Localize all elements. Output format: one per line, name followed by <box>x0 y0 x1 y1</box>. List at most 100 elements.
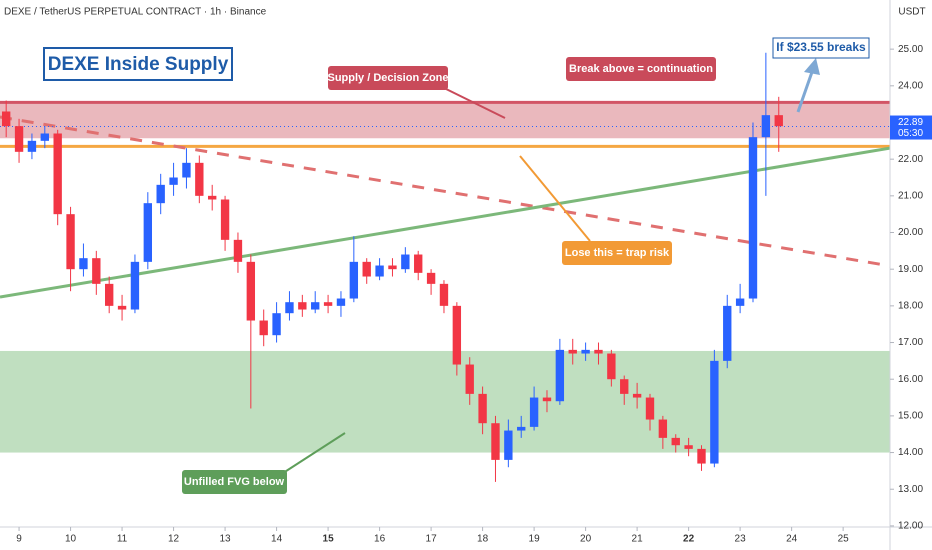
candle-body <box>169 177 178 185</box>
y-tick-label: 13.00 <box>898 484 923 495</box>
candle-body <box>529 397 539 427</box>
candle-body <box>195 162 204 196</box>
candle-body <box>542 397 552 402</box>
candle-body <box>298 302 307 310</box>
candle-body <box>272 313 281 336</box>
arrow <box>279 432 346 476</box>
zone <box>0 101 890 139</box>
candle-body <box>156 184 165 204</box>
candle-body <box>774 115 783 127</box>
candle-body <box>401 254 410 270</box>
candle-body <box>92 258 101 284</box>
candle-body <box>761 115 771 138</box>
currency-label: USDT <box>898 7 925 18</box>
x-tick-label: 11 <box>117 534 128 545</box>
annotation-box <box>328 66 448 90</box>
candle-body <box>208 195 217 200</box>
candle-body <box>414 254 423 273</box>
title-box <box>43 47 233 81</box>
zone <box>0 350 890 453</box>
y-tick-label: 16.00 <box>898 374 923 385</box>
x-tick-label: 12 <box>168 534 180 545</box>
price-label: 22.89 <box>898 117 923 128</box>
candle-body <box>465 364 474 394</box>
y-tick-label: 14.00 <box>898 447 923 458</box>
y-tick-label: 17.00 <box>898 337 923 348</box>
candle-body <box>349 261 359 299</box>
candle-body <box>607 353 616 380</box>
candle-body <box>323 302 333 306</box>
candle-body <box>143 203 153 262</box>
candle-body <box>478 393 487 424</box>
annotation: Break above = continuation <box>569 63 713 75</box>
candle-body <box>233 239 243 262</box>
candle-body <box>79 258 88 270</box>
x-tick-label: 13 <box>220 534 232 545</box>
candle-body <box>452 305 462 365</box>
y-tick-label: 12.00 <box>898 521 923 532</box>
x-tick-label: 18 <box>477 534 489 545</box>
y-tick-label: 24.00 <box>898 80 923 91</box>
candle-body <box>710 360 719 464</box>
x-tick-label: 9 <box>16 534 22 545</box>
x-tick-label: 10 <box>65 534 77 545</box>
y-tick-label: 19.00 <box>898 264 923 275</box>
annotation: Supply / Decision Zone <box>327 72 448 84</box>
countdown-label: 05:30 <box>898 128 923 139</box>
trendline <box>0 115 891 268</box>
x-tick-label: 14 <box>271 534 283 545</box>
candle-body <box>517 426 526 431</box>
candle-body <box>645 397 655 420</box>
arrow <box>796 71 814 113</box>
candle-body <box>311 302 320 310</box>
candle-body <box>259 320 268 336</box>
candle-body <box>336 298 346 306</box>
candle-body <box>426 272 436 284</box>
candle-body <box>491 423 500 460</box>
annotation-box <box>182 470 287 494</box>
y-tick-label: 15.00 <box>898 411 923 422</box>
candle-body <box>66 214 75 270</box>
candle-body <box>581 349 590 354</box>
y-tick-label: 21.00 <box>898 190 923 201</box>
candle-body <box>723 305 732 361</box>
candle-body <box>246 261 256 321</box>
x-tick-label: 19 <box>529 534 541 545</box>
candle-body <box>105 283 114 306</box>
annotation-box <box>562 241 672 265</box>
y-tick-label: 20.00 <box>898 227 923 238</box>
plot-area <box>0 52 891 482</box>
candle-body <box>697 448 706 464</box>
candle-body <box>27 140 37 152</box>
annotation: Lose this = trap risk <box>565 247 670 259</box>
candle-body <box>117 305 127 310</box>
candle-body <box>53 133 62 215</box>
y-tick-label: 22.00 <box>898 154 923 165</box>
candle-body <box>14 126 24 152</box>
candle-body <box>568 349 577 354</box>
x-tick-label: 17 <box>426 534 438 545</box>
candle-body <box>130 261 140 310</box>
candle-body <box>620 379 629 394</box>
candle-body <box>632 393 642 398</box>
annotation: Unfilled FVG below <box>184 476 285 488</box>
candle-body <box>439 283 449 306</box>
candle-body <box>671 437 680 446</box>
x-tick-label: 23 <box>735 534 747 545</box>
arrow <box>519 155 591 242</box>
candle-body <box>182 162 191 178</box>
candle-body <box>1 111 11 127</box>
annotation: DEXE Inside Supply <box>48 54 229 75</box>
annotation-box <box>772 37 870 59</box>
candle-body <box>40 133 49 141</box>
x-tick-label: 16 <box>374 534 386 545</box>
candle-body <box>748 137 758 299</box>
x-tick-label: 15 <box>323 534 335 545</box>
candle-body <box>362 261 371 277</box>
candle-body <box>220 199 230 240</box>
x-tick-label: 24 <box>786 534 798 545</box>
chart-title: DEXE / TetherUS PERPETUAL CONTRACT · 1h … <box>4 7 267 18</box>
x-tick-label: 22 <box>683 534 695 545</box>
annotation-box <box>566 57 716 81</box>
